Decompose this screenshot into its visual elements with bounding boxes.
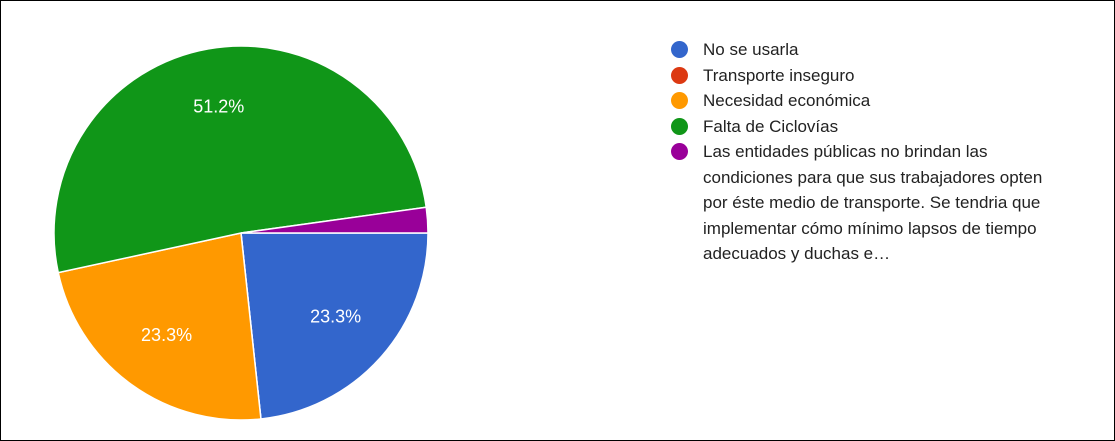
legend-label: No se usarla [703, 40, 799, 59]
legend-label: Transporte inseguro [703, 65, 855, 85]
legend: No se usarla Transporte inseguro Necesidad… [663, 37, 1063, 267]
legend-swatch [671, 66, 688, 84]
legend-swatch [671, 117, 688, 135]
legend-label: Las entidades públicas no brindan las co… [703, 142, 1043, 263]
slice [57, 232, 262, 421]
legend-item: No se usarla [663, 37, 1063, 63]
slice [240, 232, 429, 420]
legend-label: Falta de Ciclovías [703, 116, 839, 136]
legend-item: Transporte inseguro [663, 63, 1063, 89]
legend-item: Falta de Ciclovías [663, 114, 1063, 140]
legend-label: Necesidad económica [703, 91, 871, 110]
legend-item: Necesidad económica [663, 88, 1063, 114]
legend-swatch [671, 92, 688, 109]
data-label: 51.2% [193, 97, 244, 117]
slice [240, 206, 429, 234]
data-label: 23.3% [141, 325, 192, 345]
legend-swatch [671, 143, 688, 160]
data-label: 23.3% [310, 307, 361, 327]
slice [53, 45, 428, 274]
legend-swatch [671, 41, 688, 58]
legend-item: Las entidades públicas no brindan las co… [663, 139, 1063, 267]
